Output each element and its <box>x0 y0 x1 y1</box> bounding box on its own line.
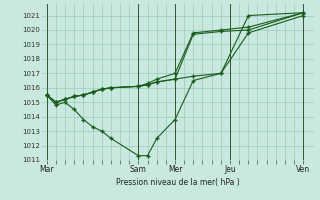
X-axis label: Pression niveau de la mer( hPa ): Pression niveau de la mer( hPa ) <box>116 178 239 187</box>
